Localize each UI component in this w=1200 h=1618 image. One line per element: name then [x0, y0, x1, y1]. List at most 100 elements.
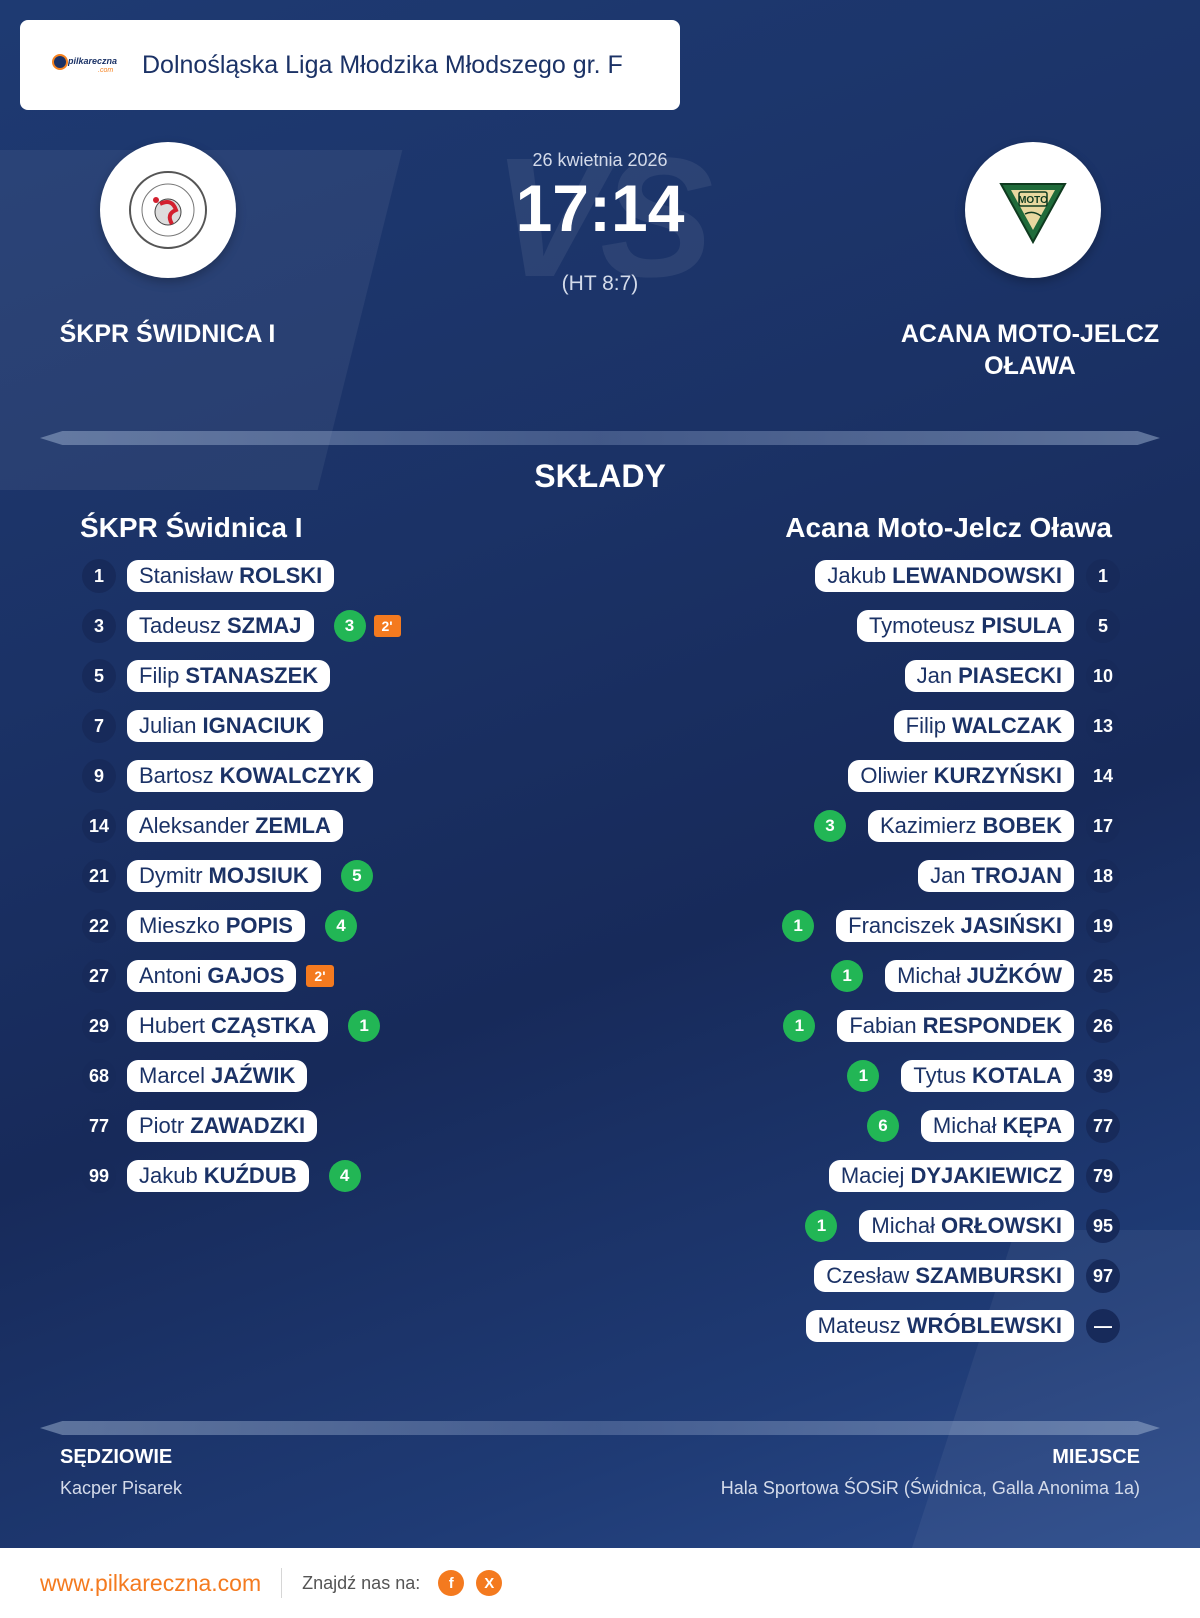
player-name[interactable]: Stanisław ROLSKI [127, 560, 335, 592]
lineups-heading: SKŁADY [534, 458, 666, 494]
player-name[interactable]: Jan PIASECKI [904, 660, 1074, 692]
player-first-name: Michał [871, 1213, 935, 1238]
player-last-name: SZAMBURSKI [915, 1263, 1062, 1288]
player-name[interactable]: Tymoteusz PISULA [856, 610, 1074, 642]
home-player-row[interactable]: 99 Jakub KUŹDUB 4 [82, 1159, 361, 1193]
away-player-row[interactable]: 3 Kazimierz BOBEK 17 [813, 809, 1120, 843]
player-name[interactable]: Piotr ZAWADZKI [127, 1110, 318, 1142]
player-last-name: MOJSIUK [208, 863, 309, 888]
x-icon[interactable]: X [476, 1570, 503, 1596]
player-first-name: Bartosz [139, 763, 214, 788]
goals-badge: 3 [333, 610, 366, 642]
player-last-name: DYJAKIEWICZ [910, 1163, 1062, 1188]
player-name[interactable]: Mateusz WRÓBLEWSKI [805, 1310, 1074, 1342]
moto-logo-text: MOTO [1018, 195, 1048, 206]
player-last-name: LEWANDOWSKI [892, 563, 1062, 588]
home-player-row[interactable]: 77 Piotr ZAWADZKI [82, 1109, 318, 1143]
player-name[interactable]: Jakub KUŹDUB [127, 1160, 309, 1192]
goals-badge: 4 [328, 1160, 361, 1192]
player-first-name: Dymitr [139, 863, 203, 888]
player-number: 5 [1086, 609, 1120, 643]
home-player-row[interactable]: 3 Tadeusz SZMAJ 3 2' [82, 609, 401, 643]
away-player-row[interactable]: 1 Fabian RESPONDEK 26 [783, 1009, 1120, 1043]
player-last-name: PIASECKI [958, 663, 1062, 688]
player-name[interactable]: Filip STANASZEK [127, 660, 331, 692]
player-number: 14 [1086, 759, 1120, 793]
player-name[interactable]: Czesław SZAMBURSKI [814, 1260, 1074, 1292]
player-name[interactable]: Bartosz KOWALCZYK [127, 760, 374, 792]
player-number: 3 [82, 609, 116, 643]
player-name[interactable]: Jakub LEWANDOWSKI [815, 560, 1074, 592]
home-player-row[interactable]: 7 Julian IGNACIUK [82, 709, 324, 743]
facebook-icon[interactable]: f [438, 1570, 465, 1596]
player-last-name: ZAWADZKI [190, 1113, 306, 1138]
home-player-row[interactable]: 14 Aleksander ZEMLA [82, 809, 343, 843]
player-number: 97 [1086, 1259, 1120, 1293]
pilkareczna-logo[interactable]: pilkareczna .com [50, 50, 122, 80]
player-last-name: KOWALCZYK [219, 763, 362, 788]
player-name[interactable]: Kazimierz BOBEK [867, 810, 1074, 842]
away-player-row[interactable]: 1 Franciszek JASIŃSKI 19 [782, 909, 1120, 943]
player-name[interactable]: Franciszek JASIŃSKI [836, 910, 1074, 942]
player-name[interactable]: Mieszko POPIS [127, 910, 305, 942]
away-player-row[interactable]: Jakub LEWANDOWSKI 1 [815, 559, 1120, 593]
player-first-name: Franciszek [848, 913, 955, 938]
home-player-row[interactable]: 27 Antoni GAJOS 2' [82, 959, 334, 993]
find-us-label: Znajdź nas na: [302, 1572, 421, 1593]
separator [281, 1568, 283, 1598]
player-last-name: TROJAN [971, 863, 1062, 888]
away-player-row[interactable]: Mateusz WRÓBLEWSKI — [805, 1309, 1120, 1343]
player-name[interactable]: Antoni GAJOS [127, 960, 297, 992]
player-name[interactable]: Michał KĘPA [920, 1110, 1074, 1142]
away-player-row[interactable]: Oliwier KURZYŃSKI 14 [848, 759, 1120, 793]
home-lineup-title: ŚKPR Świdnica I [80, 512, 303, 543]
away-player-row[interactable]: Tymoteusz PISULA 5 [856, 609, 1120, 643]
home-player-row[interactable]: 22 Mieszko POPIS 4 [82, 909, 357, 943]
player-number: 13 [1086, 709, 1120, 743]
player-name[interactable]: Tadeusz SZMAJ [127, 610, 314, 642]
away-player-row[interactable]: 1 Michał JUŻKÓW 25 [831, 959, 1120, 993]
player-name[interactable]: Aleksander ZEMLA [127, 810, 343, 842]
home-player-row[interactable]: 68 Marcel JAŹWIK [82, 1059, 308, 1093]
player-name[interactable]: Jan TROJAN [918, 860, 1074, 892]
player-first-name: Jakub [827, 563, 887, 588]
player-name[interactable]: Hubert CZĄSTKA [127, 1010, 329, 1042]
player-name[interactable]: Maciej DYJAKIEWICZ [828, 1160, 1074, 1192]
player-first-name: Antoni [139, 963, 202, 988]
player-first-name: Stanisław [139, 563, 234, 588]
player-name[interactable]: Oliwier KURZYŃSKI [848, 760, 1074, 792]
away-player-row[interactable]: Filip WALCZAK 13 [893, 709, 1120, 743]
player-name[interactable]: Michał JUŻKÓW [885, 960, 1074, 992]
away-player-row[interactable]: 6 Michał KĘPA 77 [866, 1109, 1120, 1143]
goals-badge: 6 [866, 1110, 899, 1142]
home-player-row[interactable]: 21 Dymitr MOJSIUK 5 [82, 859, 373, 893]
league-name: Dolnośląska Liga Młodzika Młodszego gr. … [142, 50, 623, 79]
home-player-row[interactable]: 29 Hubert CZĄSTKA 1 [82, 1009, 381, 1043]
away-player-row[interactable]: 1 Michał ORŁOWSKI 95 [805, 1209, 1120, 1243]
player-number: 5 [82, 659, 116, 693]
home-player-row[interactable]: 9 Bartosz KOWALCZYK [82, 759, 374, 793]
player-name[interactable]: Fabian RESPONDEK [837, 1010, 1074, 1042]
player-first-name: Piotr [139, 1113, 185, 1138]
player-name[interactable]: Tytus KOTALA [901, 1060, 1074, 1092]
moto-crest-icon: MOTO [999, 183, 1067, 245]
home-player-row[interactable]: 1 Stanisław ROLSKI [82, 559, 335, 593]
away-player-row[interactable]: Jan PIASECKI 10 [904, 659, 1120, 693]
player-first-name: Jakub [139, 1163, 198, 1188]
player-number: 68 [82, 1059, 116, 1093]
player-name[interactable]: Marcel JAŹWIK [127, 1060, 308, 1092]
player-name[interactable]: Filip WALCZAK [893, 710, 1074, 742]
away-player-row[interactable]: Jan TROJAN 18 [918, 859, 1120, 893]
away-player-row[interactable]: 1 Tytus KOTALA 39 [847, 1059, 1120, 1093]
player-name[interactable]: Dymitr MOJSIUK [127, 860, 321, 892]
away-player-row[interactable]: Czesław SZAMBURSKI 97 [814, 1259, 1120, 1293]
home-player-row[interactable]: 5 Filip STANASZEK [82, 659, 331, 693]
player-name[interactable]: Michał ORŁOWSKI [859, 1210, 1074, 1242]
player-number: 9 [82, 759, 116, 793]
player-name[interactable]: Julian IGNACIUK [127, 710, 324, 742]
suspension-badge: 2' [306, 965, 334, 987]
player-last-name: SZMAJ [226, 613, 302, 638]
referees-label: SĘDZIOWIE [60, 1446, 173, 1468]
site-link[interactable]: www.pilkareczna.com [40, 1569, 262, 1596]
away-player-row[interactable]: Maciej DYJAKIEWICZ 79 [828, 1159, 1120, 1193]
